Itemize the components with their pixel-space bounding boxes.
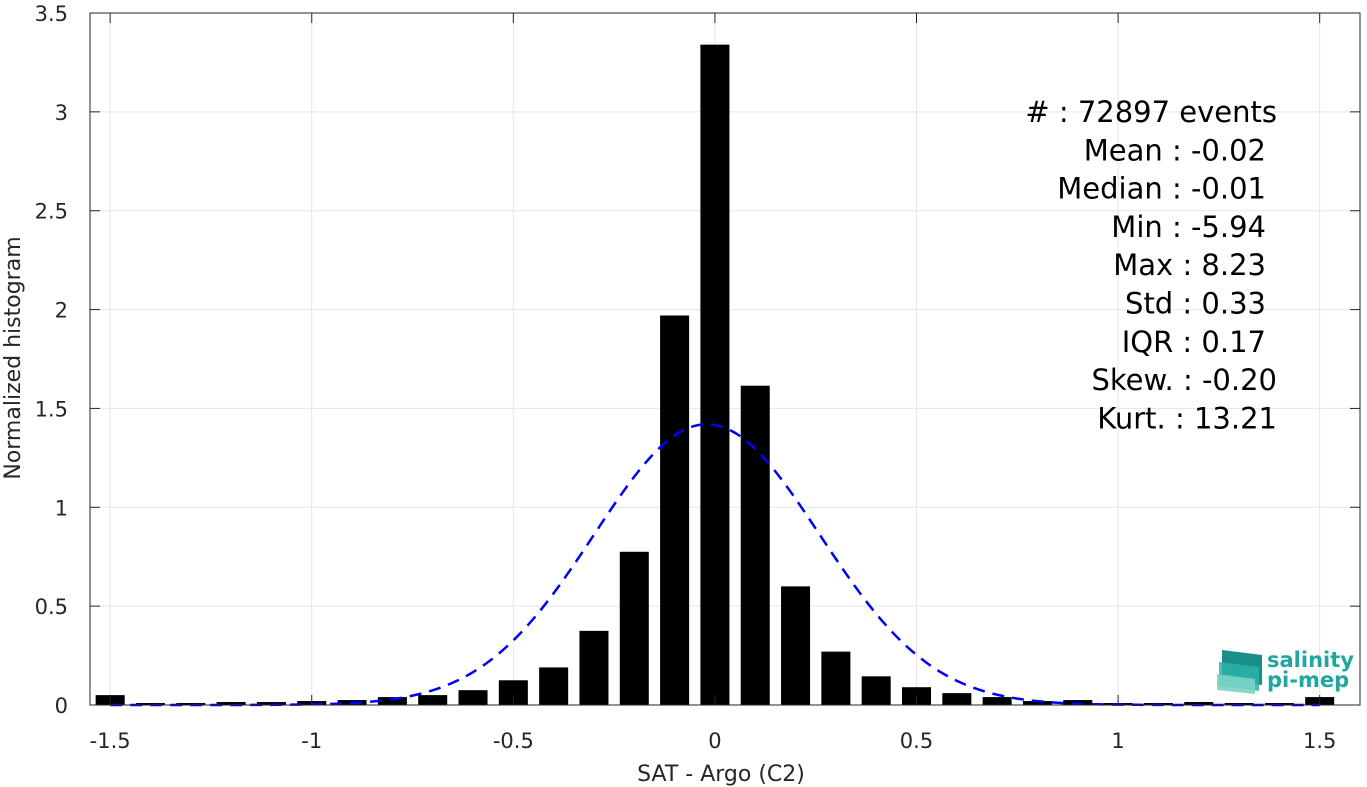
y-tick-label: 3.5	[35, 2, 68, 26]
x-axis-label: SAT - Argo (C2)	[637, 762, 805, 787]
stats-line: # : 72897 events	[1025, 95, 1277, 129]
histogram-bar	[539, 667, 569, 705]
x-axis-ticks: -1.5 -1 -0.5 0 0.5 1 1.5	[90, 13, 1336, 753]
axes-box	[89, 12, 1361, 706]
stats-line: IQR : 0.17	[1122, 325, 1266, 359]
x-tick-label: -0.5	[493, 729, 534, 753]
histogram-bar	[1022, 701, 1052, 705]
stats-line: Std : 0.33	[1125, 287, 1266, 321]
y-tick-label: 0	[55, 694, 68, 718]
histogram-bar	[458, 690, 488, 705]
y-tick-label: 2.5	[35, 200, 68, 224]
histogram-bar	[781, 586, 811, 705]
histogram-bar	[700, 44, 730, 706]
y-tick-label: 1	[55, 496, 68, 520]
logo-text-line2: pi-mep	[1267, 668, 1349, 692]
x-tick-label: 0	[708, 729, 721, 753]
x-tick-label: 1.5	[1303, 729, 1336, 753]
histogram-bar	[660, 315, 690, 705]
x-tick-label: -1.5	[90, 729, 131, 753]
bars	[95, 44, 1335, 706]
y-axis-label: Normalized histogram	[1, 236, 26, 479]
histogram-bar	[942, 693, 972, 705]
histogram-bar	[418, 695, 448, 705]
stats-annotation: # : 72897 events Mean : -0.02 Median : -0.…	[1025, 95, 1277, 435]
y-tick-label: 0.5	[35, 595, 68, 619]
y-tick-label: 2	[55, 299, 68, 323]
histogram-bar	[619, 551, 649, 705]
stats-line: Kurt. : 13.21	[1097, 401, 1277, 435]
y-axis-ticks: 0 0.5 1 1.5 2 2.5 3 3.5	[35, 2, 1360, 718]
logo-text-line1: salinity	[1267, 648, 1354, 672]
x-tick-label: 1	[1111, 729, 1124, 753]
histogram-bar	[216, 702, 246, 705]
histogram-bar	[861, 676, 891, 705]
histogram-bar	[982, 697, 1012, 705]
histogram-bar	[821, 651, 851, 705]
x-tick-label: 0.5	[900, 729, 933, 753]
histogram-bar	[579, 630, 609, 705]
histogram-bar	[256, 702, 286, 705]
histogram-bar	[740, 385, 770, 705]
histogram-bar	[377, 697, 407, 705]
y-tick-label: 3	[55, 101, 68, 125]
histogram-bar	[1184, 702, 1214, 705]
stats-line: Median : -0.01	[1057, 172, 1266, 206]
y-tick-label: 1.5	[35, 397, 68, 421]
stats-line: Mean : -0.02	[1084, 133, 1266, 167]
stats-line: Min : -5.94	[1111, 210, 1266, 244]
stats-line: Skew. : -0.20	[1091, 363, 1277, 397]
stats-line: Max : 8.23	[1113, 248, 1266, 282]
x-tick-label: -1	[301, 729, 322, 753]
salinity-pi-mep-logo: salinity pi-mep	[1217, 648, 1354, 694]
logo-icon	[1217, 650, 1262, 694]
